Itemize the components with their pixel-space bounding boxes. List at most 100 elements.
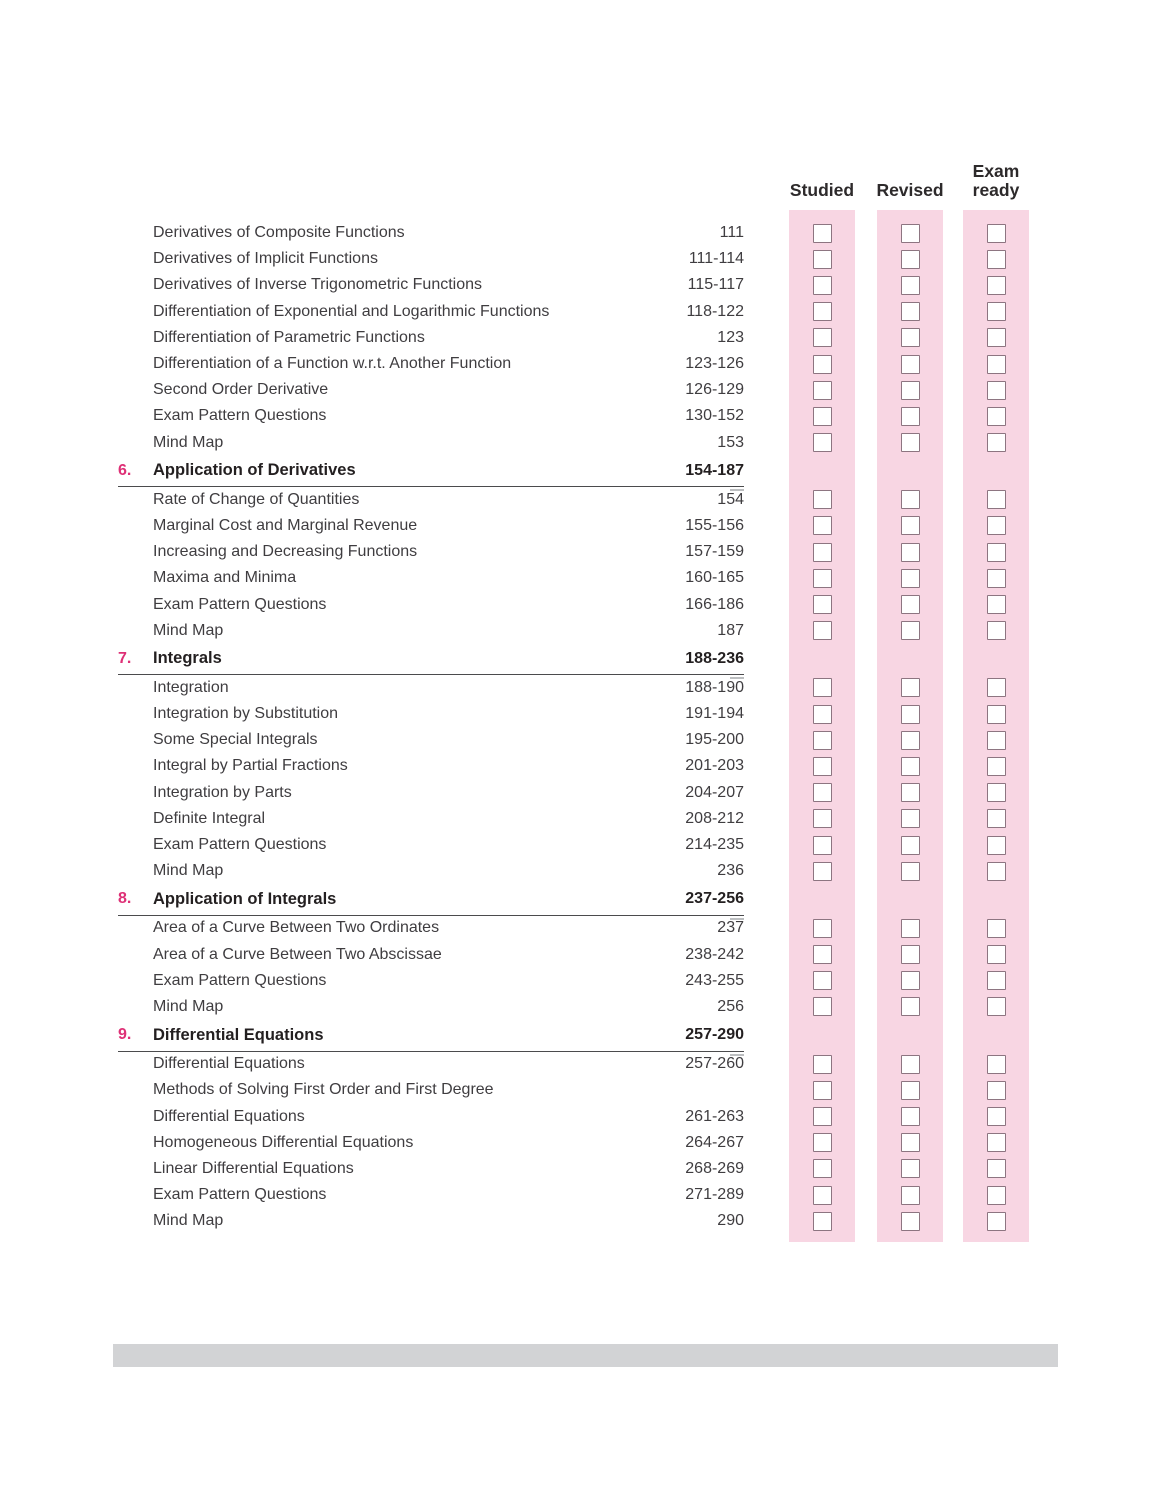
exam-ready-checkbox[interactable] <box>986 1159 1006 1179</box>
revised-checkbox[interactable] <box>900 433 920 453</box>
revised-checkbox[interactable] <box>900 809 920 829</box>
revised-checkbox[interactable] <box>900 971 920 991</box>
exam-ready-checkbox[interactable] <box>986 1133 1006 1153</box>
revised-checkbox[interactable] <box>900 945 920 965</box>
studied-checkbox[interactable] <box>812 621 832 641</box>
studied-checkbox[interactable] <box>812 595 832 615</box>
studied-checkbox[interactable] <box>812 704 832 724</box>
exam-ready-checkbox[interactable] <box>986 516 1006 536</box>
studied-checkbox[interactable] <box>812 380 832 400</box>
exam-ready-checkbox[interactable] <box>986 730 1006 750</box>
exam-ready-checkbox[interactable] <box>986 490 1006 510</box>
exam-ready-checkbox[interactable] <box>986 406 1006 426</box>
exam-ready-checkbox[interactable] <box>986 945 1006 965</box>
exam-ready-checkbox[interactable] <box>986 678 1006 698</box>
studied-checkbox[interactable] <box>812 1133 832 1153</box>
studied-checkbox[interactable] <box>812 568 832 588</box>
revised-checkbox[interactable] <box>900 542 920 562</box>
exam-ready-checkbox[interactable] <box>986 568 1006 588</box>
studied-checkbox[interactable] <box>812 809 832 829</box>
exam-ready-checkbox[interactable] <box>986 1054 1006 1074</box>
exam-ready-checkbox[interactable] <box>986 354 1006 374</box>
revised-checkbox[interactable] <box>900 302 920 322</box>
revised-checkbox[interactable] <box>900 380 920 400</box>
revised-checkbox[interactable] <box>900 1080 920 1100</box>
exam-ready-checkbox[interactable] <box>986 1185 1006 1205</box>
studied-checkbox[interactable] <box>812 406 832 426</box>
exam-ready-checkbox[interactable] <box>986 249 1006 269</box>
exam-ready-checkbox[interactable] <box>986 756 1006 776</box>
revised-checkbox[interactable] <box>900 354 920 374</box>
revised-checkbox[interactable] <box>900 516 920 536</box>
revised-checkbox[interactable] <box>900 1211 920 1231</box>
exam-ready-checkbox[interactable] <box>986 809 1006 829</box>
studied-checkbox[interactable] <box>812 997 832 1017</box>
exam-ready-checkbox[interactable] <box>986 621 1006 641</box>
studied-checkbox[interactable] <box>812 433 832 453</box>
revised-checkbox[interactable] <box>900 756 920 776</box>
revised-checkbox[interactable] <box>900 595 920 615</box>
studied-checkbox[interactable] <box>812 223 832 243</box>
revised-checkbox[interactable] <box>900 918 920 938</box>
exam-ready-checkbox[interactable] <box>986 433 1006 453</box>
exam-ready-checkbox[interactable] <box>986 783 1006 803</box>
exam-ready-checkbox[interactable] <box>986 997 1006 1017</box>
revised-checkbox[interactable] <box>900 678 920 698</box>
revised-checkbox[interactable] <box>900 249 920 269</box>
studied-checkbox[interactable] <box>812 678 832 698</box>
revised-checkbox[interactable] <box>900 1107 920 1127</box>
exam-ready-checkbox[interactable] <box>986 971 1006 991</box>
studied-checkbox[interactable] <box>812 918 832 938</box>
exam-ready-checkbox[interactable] <box>986 328 1006 348</box>
revised-checkbox[interactable] <box>900 997 920 1017</box>
revised-checkbox[interactable] <box>900 1185 920 1205</box>
revised-checkbox[interactable] <box>900 223 920 243</box>
exam-ready-checkbox[interactable] <box>986 704 1006 724</box>
studied-checkbox[interactable] <box>812 1054 832 1074</box>
studied-checkbox[interactable] <box>812 516 832 536</box>
studied-checkbox[interactable] <box>812 1107 832 1127</box>
exam-ready-checkbox[interactable] <box>986 918 1006 938</box>
exam-ready-checkbox[interactable] <box>986 380 1006 400</box>
revised-checkbox[interactable] <box>900 621 920 641</box>
exam-ready-checkbox[interactable] <box>986 861 1006 881</box>
revised-checkbox[interactable] <box>900 783 920 803</box>
exam-ready-checkbox[interactable] <box>986 223 1006 243</box>
revised-checkbox[interactable] <box>900 568 920 588</box>
revised-checkbox[interactable] <box>900 1133 920 1153</box>
studied-checkbox[interactable] <box>812 490 832 510</box>
revised-checkbox[interactable] <box>900 490 920 510</box>
revised-checkbox[interactable] <box>900 275 920 295</box>
studied-checkbox[interactable] <box>812 971 832 991</box>
studied-checkbox[interactable] <box>812 275 832 295</box>
studied-checkbox[interactable] <box>812 756 832 776</box>
exam-ready-checkbox[interactable] <box>986 275 1006 295</box>
exam-ready-checkbox[interactable] <box>986 1107 1006 1127</box>
exam-ready-checkbox[interactable] <box>986 1080 1006 1100</box>
studied-checkbox[interactable] <box>812 730 832 750</box>
studied-checkbox[interactable] <box>812 783 832 803</box>
studied-checkbox[interactable] <box>812 1185 832 1205</box>
revised-checkbox[interactable] <box>900 704 920 724</box>
exam-ready-checkbox[interactable] <box>986 542 1006 562</box>
studied-checkbox[interactable] <box>812 945 832 965</box>
revised-checkbox[interactable] <box>900 1054 920 1074</box>
studied-checkbox[interactable] <box>812 1159 832 1179</box>
studied-checkbox[interactable] <box>812 861 832 881</box>
exam-ready-checkbox[interactable] <box>986 595 1006 615</box>
revised-checkbox[interactable] <box>900 406 920 426</box>
exam-ready-checkbox[interactable] <box>986 835 1006 855</box>
exam-ready-checkbox[interactable] <box>986 302 1006 322</box>
studied-checkbox[interactable] <box>812 835 832 855</box>
revised-checkbox[interactable] <box>900 835 920 855</box>
studied-checkbox[interactable] <box>812 249 832 269</box>
studied-checkbox[interactable] <box>812 542 832 562</box>
studied-checkbox[interactable] <box>812 1211 832 1231</box>
revised-checkbox[interactable] <box>900 1159 920 1179</box>
studied-checkbox[interactable] <box>812 1080 832 1100</box>
revised-checkbox[interactable] <box>900 328 920 348</box>
exam-ready-checkbox[interactable] <box>986 1211 1006 1231</box>
revised-checkbox[interactable] <box>900 861 920 881</box>
revised-checkbox[interactable] <box>900 730 920 750</box>
studied-checkbox[interactable] <box>812 354 832 374</box>
